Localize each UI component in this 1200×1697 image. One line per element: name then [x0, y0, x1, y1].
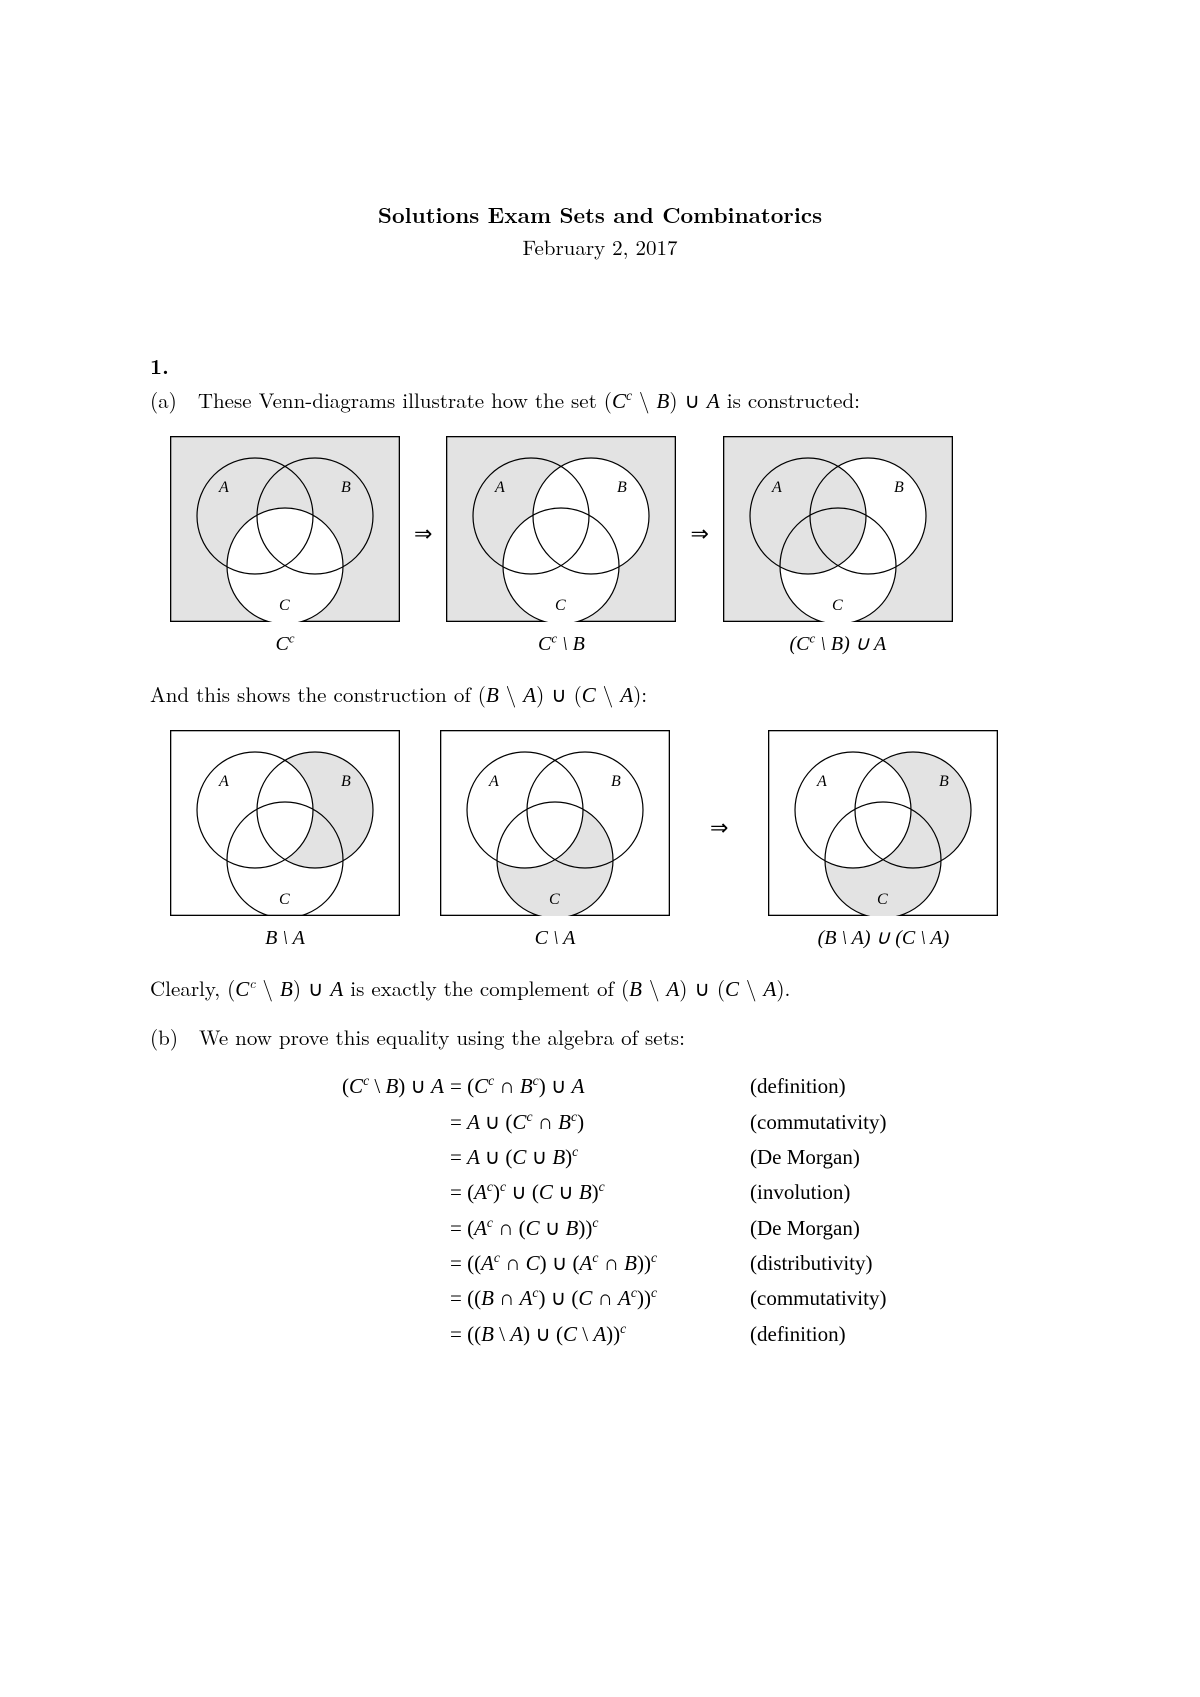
conclusion: Clearly, (Cc \ B) ∪ A is exactly the com…	[150, 974, 1050, 1004]
svg-text:A: A	[488, 773, 499, 790]
proof-lhs	[230, 1178, 450, 1207]
venn-caption: (B \ A) ∪ (C \ A)	[818, 924, 950, 952]
svg-text:C: C	[279, 891, 290, 908]
proof-lhs	[230, 1284, 450, 1313]
problem-number: 1.	[150, 352, 1050, 381]
mid-prefix: And this shows the construction of (	[150, 679, 486, 709]
title-block: Solutions Exam Sets and Combinatorics Fe…	[150, 200, 1050, 262]
svg-text:A: A	[771, 479, 782, 496]
svg-text:C: C	[555, 597, 566, 614]
venn-diagram-cc: A B C	[170, 436, 400, 622]
svg-text:B: B	[341, 773, 351, 790]
venn-caption: Cc	[275, 630, 294, 658]
proof-reason: (De Morgan)	[750, 1143, 970, 1172]
svg-text:C: C	[832, 597, 843, 614]
concl-suffix: ).	[776, 973, 790, 1003]
concl-prefix: Clearly, (	[150, 973, 235, 1003]
svg-text:B: B	[894, 479, 904, 496]
svg-text:C: C	[549, 891, 560, 908]
part-a-intro: (a) These Venn-diagrams illustrate how t…	[150, 386, 1050, 416]
svg-text:B: B	[341, 479, 351, 496]
proof-reason: (involution)	[750, 1178, 970, 1207]
proof-rhs: = (Cc ∩ Bc) ∪ A	[450, 1072, 750, 1101]
svg-text:A: A	[494, 479, 505, 496]
svg-text:C: C	[877, 891, 888, 908]
proof-lhs	[230, 1108, 450, 1137]
venn-caption: C \ A	[535, 924, 576, 952]
proof-rhs: = ((B \ A) ∪ (C \ A))c	[450, 1320, 750, 1349]
part-a-prefix: (a) These Venn-diagrams illustrate how t…	[150, 385, 612, 415]
proof-lhs: (Cc \ B) ∪ A	[230, 1072, 450, 1101]
proof-lhs	[230, 1320, 450, 1349]
proof-reason: (De Morgan)	[750, 1214, 970, 1243]
venn-unit: A B C (B \ A) ∪ (C \ A)	[768, 730, 998, 952]
venn-unit: A B C Cc \ B	[446, 436, 676, 658]
venn-diagram-cc-minus-b: A B C	[446, 436, 676, 622]
svg-text:B: B	[617, 479, 627, 496]
proof-rhs: = ((B ∩ Ac) ∪ (C ∩ Ac))c	[450, 1284, 750, 1313]
venn-unit: A B C (Cc \ B) ∪ A	[723, 436, 953, 658]
svg-text:A: A	[816, 773, 827, 790]
venn-caption: B \ A	[265, 924, 305, 952]
svg-text:C: C	[279, 597, 290, 614]
proof-reason: (commutativity)	[750, 1284, 970, 1313]
proof-block: (Cc \ B) ∪ A = (Cc ∩ Bc) ∪ A(definition)…	[230, 1072, 1050, 1349]
proof-lhs	[230, 1214, 450, 1243]
venn-row-1: A B C Cc ⇒ A B C Cc \ B ⇒ A B C (Cc \ B) ∪ A	[170, 436, 1030, 658]
mid-suffix: ):	[633, 679, 647, 709]
svg-text:A: A	[218, 479, 229, 496]
part-b-intro: (b) We now prove this equality using the…	[150, 1023, 1050, 1052]
venn-diagram-b-minus-a: A B C	[170, 730, 400, 916]
svg-text:B: B	[611, 773, 621, 790]
doc-date: February 2, 2017	[150, 233, 1050, 262]
venn-caption: (Cc \ B) ∪ A	[790, 630, 887, 658]
proof-rhs: = (Ac)c ∪ (C ∪ B)c	[450, 1178, 750, 1207]
arrow-icon: ⇒	[414, 518, 432, 577]
proof-rhs: = ((Ac ∩ C) ∪ (Ac ∩ B))c	[450, 1249, 750, 1278]
doc-title: Solutions Exam Sets and Combinatorics	[150, 200, 1050, 231]
part-a-mid: And this shows the construction of (B \ …	[150, 680, 1050, 710]
proof-lhs	[230, 1249, 450, 1278]
venn-diagram-result1: A B C	[723, 436, 953, 622]
arrow-icon: ⇒	[690, 518, 708, 577]
venn-unit: A B C B \ A	[170, 730, 400, 952]
venn-unit: A B C C \ A	[440, 730, 670, 952]
arrow-icon: ⇒	[710, 812, 728, 871]
venn-unit: A B C Cc	[170, 436, 400, 658]
part-a-suffix: is constructed:	[720, 385, 860, 415]
svg-text:B: B	[939, 773, 949, 790]
venn-diagram-c-minus-a: A B C	[440, 730, 670, 916]
proof-rhs: = A ∪ (C ∪ B)c	[450, 1143, 750, 1172]
proof-reason: (commutativity)	[750, 1108, 970, 1137]
proof-reason: (distributivity)	[750, 1249, 970, 1278]
proof-rhs: = A ∪ (Cc ∩ Bc)	[450, 1108, 750, 1137]
venn-caption: Cc \ B	[538, 630, 585, 658]
math-expr: Cc	[612, 389, 632, 413]
svg-text:A: A	[218, 773, 229, 790]
proof-rhs: = (Ac ∩ (C ∪ B))c	[450, 1214, 750, 1243]
proof-reason: (definition)	[750, 1320, 970, 1349]
venn-row-2: A B C B \ A A B C C \ A ⇒ A B C (B \ A) ∪ (C \…	[170, 730, 1030, 952]
concl-mid: is exactly the complement of (	[343, 973, 629, 1003]
proof-lhs	[230, 1143, 450, 1172]
venn-diagram-result2: A B C	[768, 730, 998, 916]
proof-reason: (definition)	[750, 1072, 970, 1101]
